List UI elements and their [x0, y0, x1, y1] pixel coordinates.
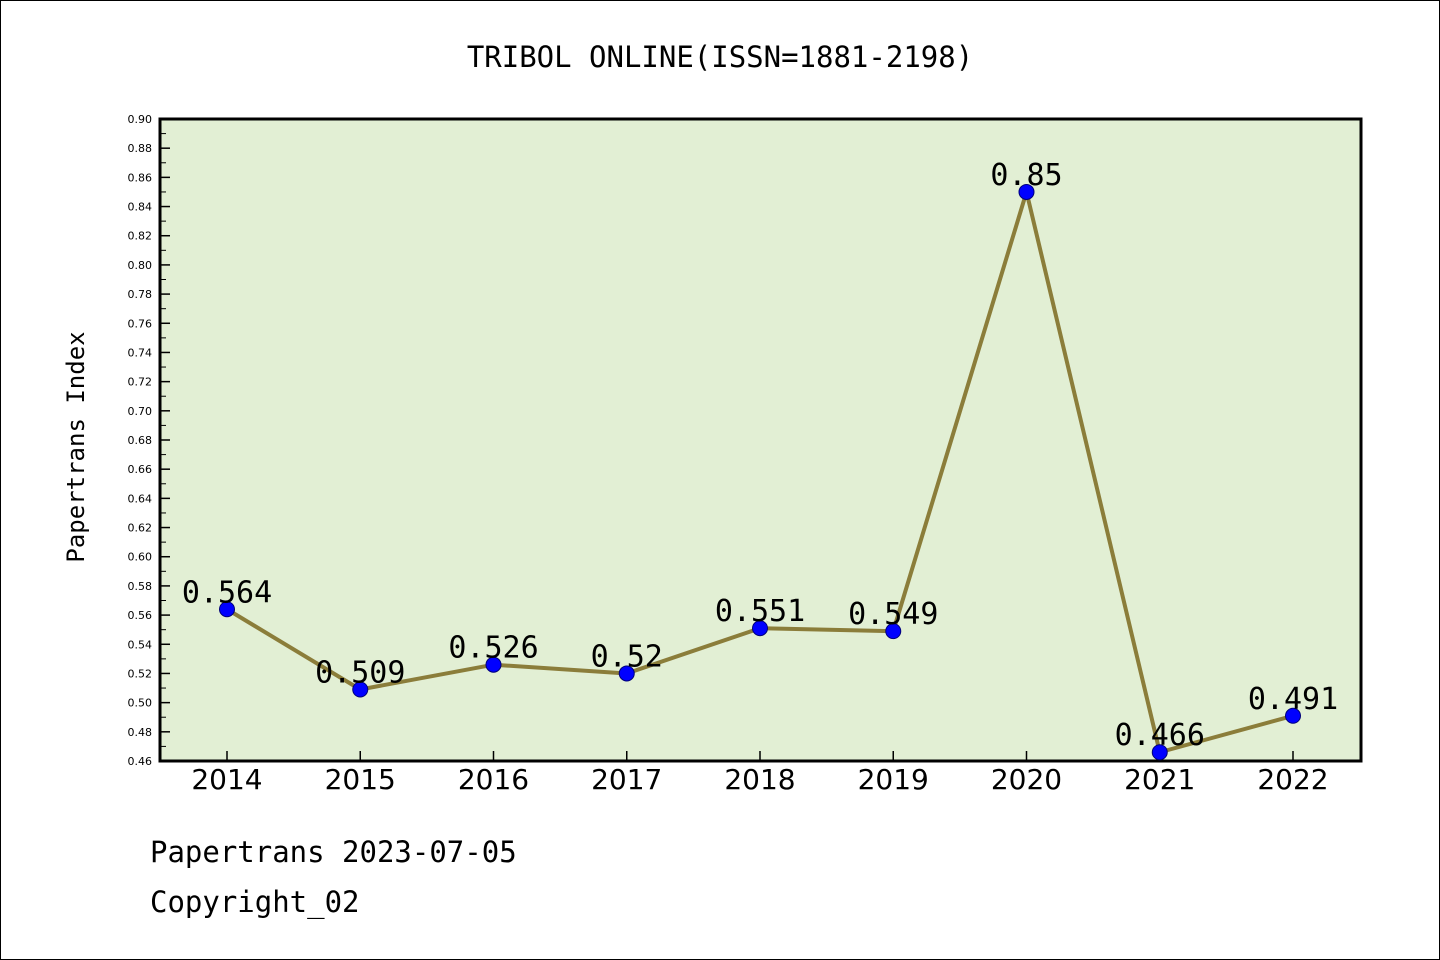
- data-point: [618, 665, 635, 682]
- y-tick-label: 0.62: [128, 522, 153, 535]
- y-axis: 0.46 0.48 0.50 0.52 0.54 0.56 0.58 0.60 0.62 0.64…: [128, 113, 170, 768]
- y-tick-label: 0.68: [128, 434, 153, 447]
- y-tick-label: 0.54: [128, 638, 153, 651]
- footer-copyright: Copyright_02: [150, 885, 360, 919]
- data-label: 0.526: [448, 631, 538, 666]
- y-tick-label: 0.50: [128, 697, 153, 710]
- data-point: [1151, 744, 1168, 761]
- y-tick-label: 0.48: [128, 726, 153, 739]
- y-tick-label: 0.82: [128, 230, 153, 243]
- data-label: 0.551: [715, 594, 805, 629]
- y-tick-label: 0.80: [128, 259, 153, 272]
- y-tick-label: 0.88: [128, 142, 153, 155]
- data-labels: 0.564 0.509 0.526 0.52 0.551 0.549 0.85 0.466 0.…: [182, 158, 1338, 753]
- data-label: 0.564: [182, 575, 272, 610]
- y-tick-label: 0.70: [128, 405, 153, 418]
- x-tick-label: 2020: [991, 763, 1062, 796]
- x-tick-label: 2016: [458, 763, 529, 796]
- y-tick-label: 0.74: [128, 346, 153, 359]
- x-tick-label: 2019: [858, 763, 929, 796]
- y-tick-label: 0.52: [128, 667, 153, 680]
- plot-area: [158, 117, 1363, 763]
- data-point: [1285, 707, 1301, 724]
- x-tick-label: 2022: [1257, 763, 1328, 796]
- data-label: 0.85: [990, 158, 1062, 193]
- y-tick-label: 0.72: [128, 376, 153, 389]
- data-label: 0.466: [1115, 718, 1205, 753]
- x-tick-label: 2015: [325, 763, 396, 796]
- data-label: 0.491: [1248, 682, 1338, 717]
- y-tick-label: 0.58: [128, 580, 153, 593]
- y-tick-label: 0.60: [128, 551, 153, 564]
- data-point: [485, 656, 502, 673]
- footer-date: Papertrans 2023-07-05: [150, 835, 517, 869]
- x-tick-label: 2021: [1124, 763, 1195, 796]
- data-point: [1018, 183, 1035, 200]
- data-point: [352, 681, 369, 698]
- data-label: 0.52: [591, 639, 663, 674]
- y-tick-label: 0.66: [128, 463, 153, 476]
- data-point: [885, 623, 902, 640]
- x-tick-label: 2014: [191, 763, 262, 796]
- data-label: 0.509: [315, 656, 405, 691]
- data-point: [752, 620, 768, 637]
- y-tick-label: 0.56: [128, 609, 153, 622]
- y-tick-label: 0.78: [128, 288, 153, 301]
- data-point: [219, 601, 235, 618]
- y-tick-label: 0.76: [128, 317, 153, 330]
- data-markers: [219, 183, 1301, 761]
- chart-title: TRIBOL ONLINE(ISSN=1881-2198): [467, 40, 973, 74]
- y-tick-label: 0.46: [128, 755, 153, 768]
- y-tick-label: 0.64: [128, 492, 153, 505]
- y-axis-label: Papertrans Index: [62, 331, 90, 562]
- x-axis: 2014 2015 2016 2017 2018 2019 2020 2021 2022: [191, 751, 1329, 796]
- y-tick-label: 0.86: [128, 171, 153, 184]
- x-tick-label: 2017: [591, 763, 662, 796]
- x-tick-label: 2018: [724, 763, 795, 796]
- y-tick-label: 0.84: [128, 201, 153, 214]
- y-tick-label: 0.90: [128, 113, 153, 126]
- data-label: 0.549: [848, 597, 938, 632]
